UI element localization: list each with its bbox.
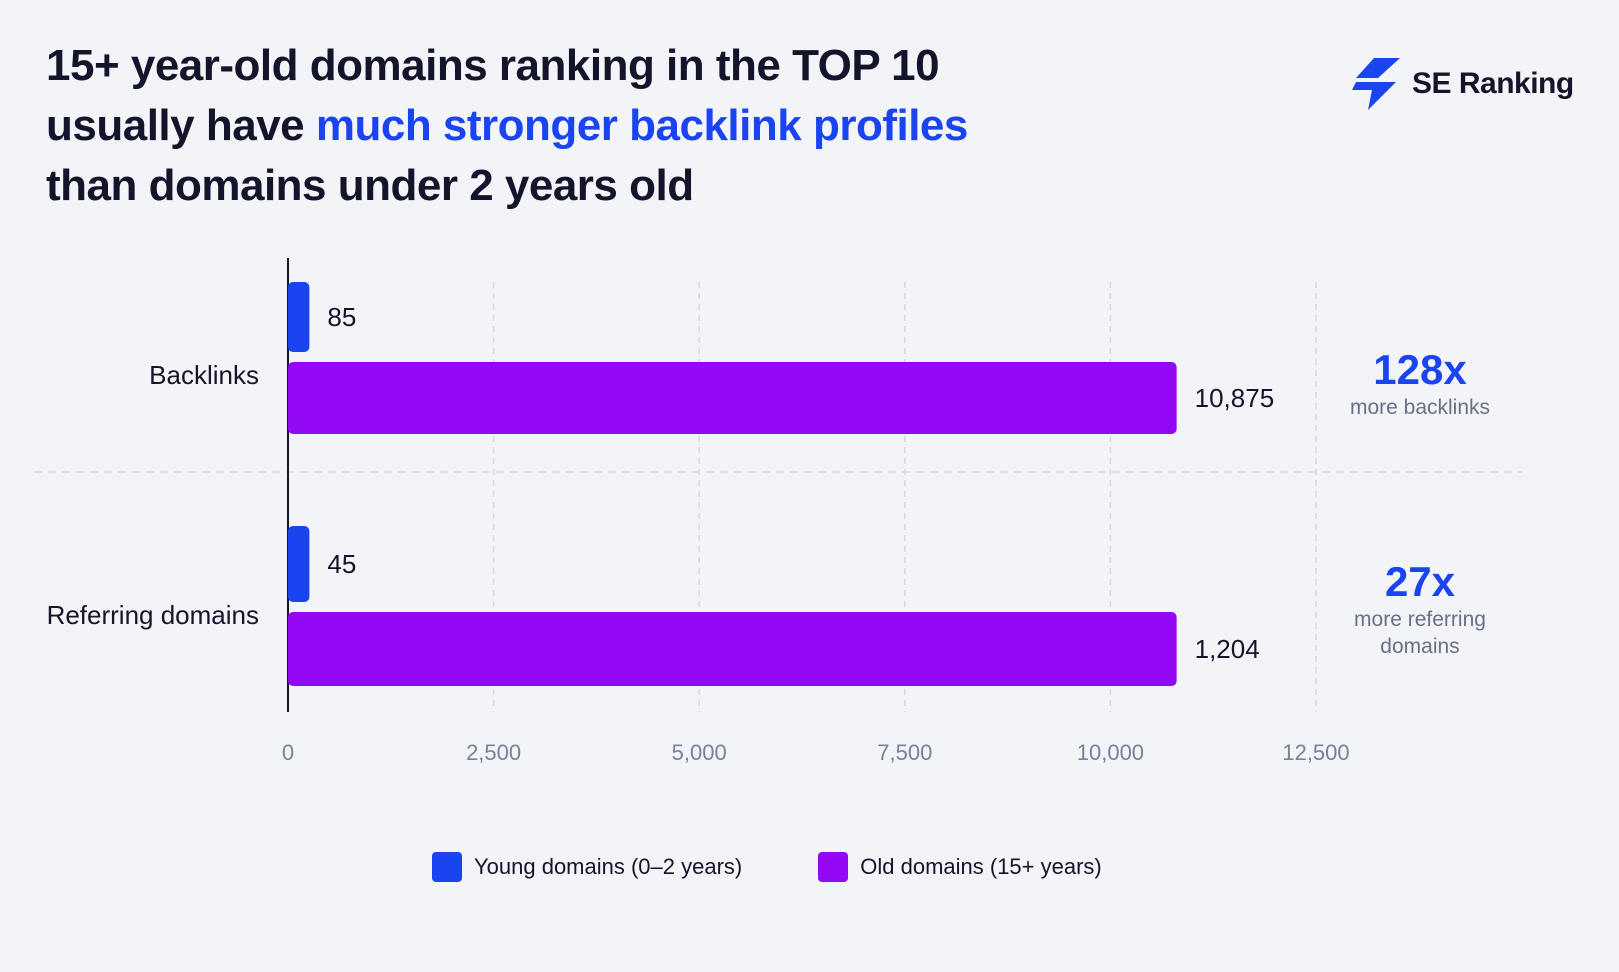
legend: Young domains (0–2 years) Old domains (1… — [432, 852, 1102, 882]
data-label: 10,875 — [1195, 383, 1275, 413]
title-line-2-prefix: usually have — [46, 101, 316, 150]
category-label: Referring domains — [47, 600, 259, 630]
title-line-3: than domains under 2 years old — [46, 161, 694, 210]
bar — [288, 612, 1177, 686]
bar — [288, 362, 1177, 434]
title-highlight: much stronger backlink profiles — [315, 101, 969, 150]
x-tick-label: 5,000 — [672, 740, 727, 765]
data-label: 45 — [327, 549, 356, 579]
multiplier-note: more backlinks — [1350, 396, 1490, 419]
bar — [288, 282, 310, 352]
multiplier-note: domains — [1380, 635, 1459, 658]
se-ranking-logo: SE Ranking — [1350, 56, 1574, 112]
category-label: Backlinks — [149, 360, 259, 390]
data-label: 85 — [327, 302, 356, 332]
bolt-logo-icon — [1352, 58, 1400, 110]
legend-label-young: Young domains (0–2 years) — [474, 854, 743, 879]
chart-title: 15+ year-old domains ranking in the TOP … — [46, 36, 968, 216]
data-label: 1,204 — [1195, 634, 1260, 664]
multiplier-value: 27x — [1385, 558, 1456, 605]
x-tick-label: 0 — [282, 740, 294, 765]
x-tick-label: 2,500 — [466, 740, 521, 765]
multiplier-note: more referring — [1354, 608, 1486, 631]
title-line-1: 15+ year-old domains ranking in the TOP … — [46, 41, 940, 90]
x-tick-label: 10,000 — [1077, 740, 1144, 765]
brand-name: SE Ranking — [1412, 67, 1574, 100]
legend-item-young: Young domains (0–2 years) — [432, 852, 742, 882]
x-tick-label: 12,500 — [1282, 740, 1349, 765]
x-tick-label: 7,500 — [877, 740, 932, 765]
legend-item-old: Old domains (15+ years) — [818, 852, 1102, 882]
bar — [288, 526, 310, 602]
multiplier-value: 128x — [1373, 346, 1467, 393]
legend-label-old: Old domains (15+ years) — [860, 854, 1102, 879]
legend-swatch-old — [818, 852, 849, 882]
legend-swatch-young — [432, 852, 462, 882]
